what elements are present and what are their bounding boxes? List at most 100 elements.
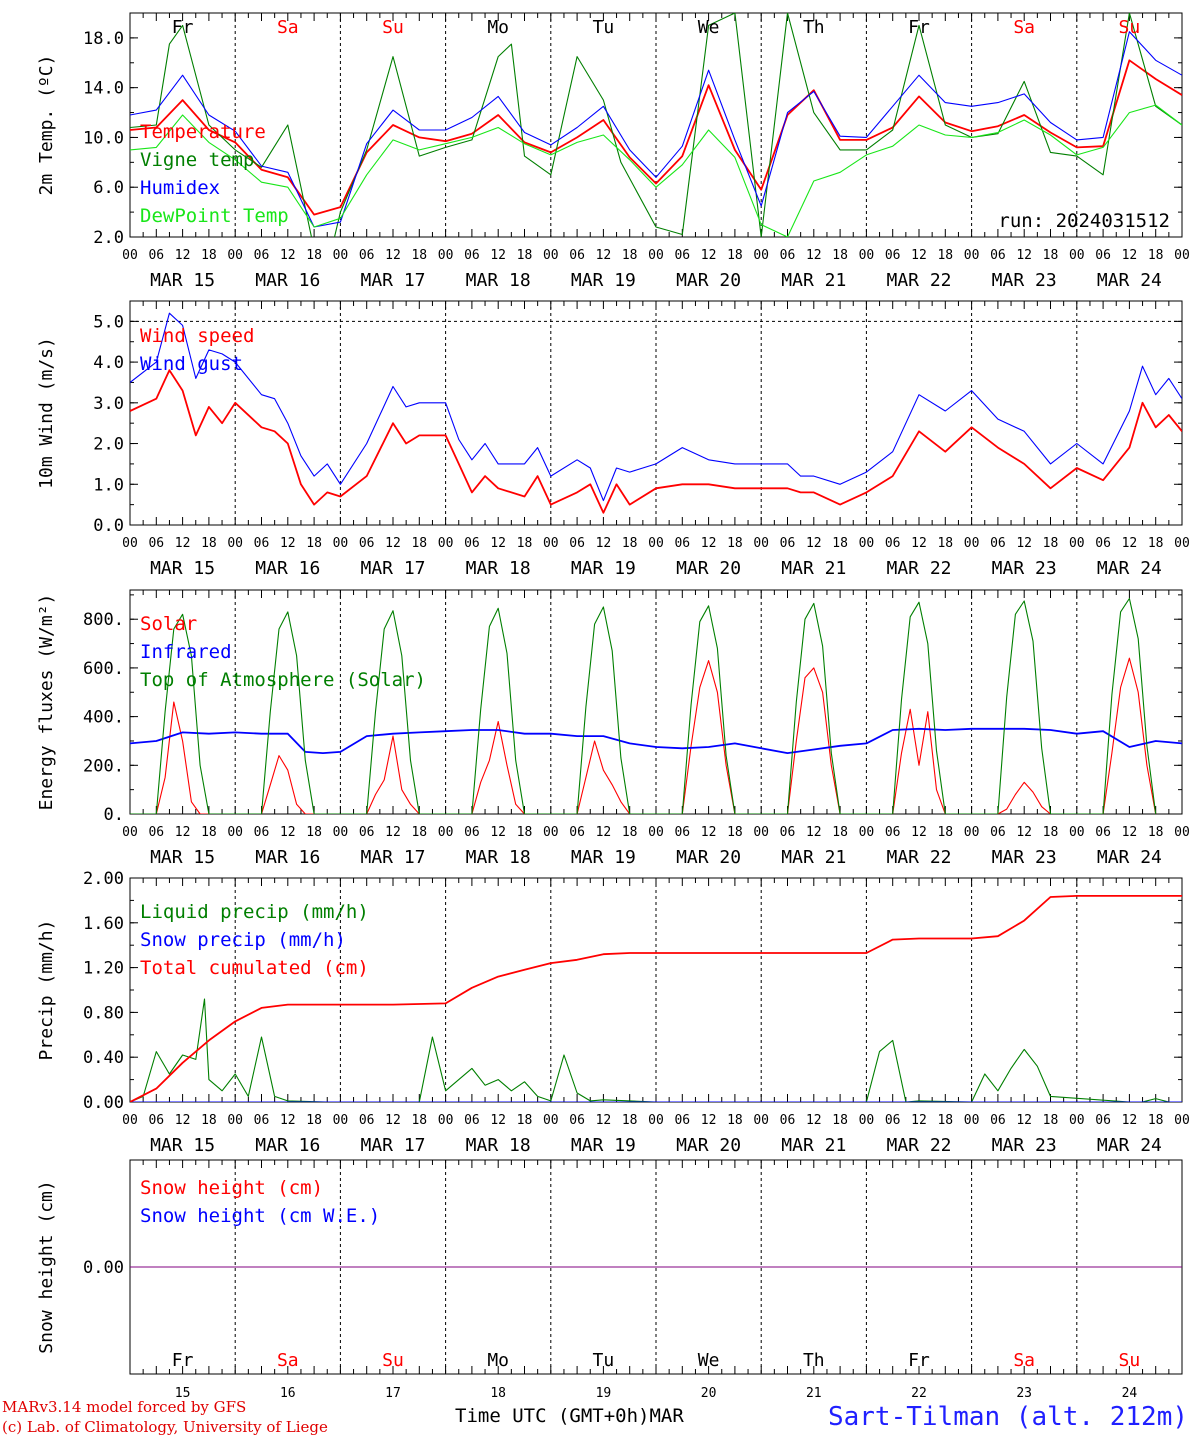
hour-tick-label: 18 (1148, 536, 1164, 551)
hour-tick-label: 06 (885, 825, 901, 840)
hour-tick-label: 00 (648, 248, 664, 263)
hour-tick-label: 12 (1122, 536, 1138, 551)
hour-tick-label: 12 (1016, 248, 1032, 263)
series-group (130, 13, 1182, 237)
hour-tick-label: 18 (517, 248, 533, 263)
y-tick-label: 2.0 (93, 228, 124, 248)
hour-tick-label: 06 (674, 1113, 690, 1128)
hour-tick-label: 18 (727, 248, 743, 263)
hour-tick-label: 00 (859, 1113, 875, 1128)
hour-tick-label: 00 (438, 536, 454, 551)
day-number: 16 (280, 1386, 296, 1401)
day-name-top: Mo (487, 17, 509, 38)
hour-tick-label: 18 (306, 825, 322, 840)
hour-tick-label: 00 (227, 825, 243, 840)
day-name-top: Fr (172, 17, 194, 38)
hour-tick-label: 12 (1122, 1113, 1138, 1128)
series-group (130, 312, 1182, 514)
hour-tick-label: 12 (280, 825, 296, 840)
hour-tick-label: 12 (911, 536, 927, 551)
hour-tick-label: 00 (1174, 536, 1190, 551)
y-tick-label: 400. (83, 708, 124, 728)
run-annotation: run: 2024031512 (998, 210, 1170, 232)
date-label: MAR 18 (466, 1135, 531, 1156)
series-line-solar (130, 657, 1157, 814)
hour-tick-label: 00 (122, 536, 138, 551)
hour-tick-label: 06 (464, 248, 480, 263)
date-label: MAR 24 (1097, 1135, 1162, 1156)
day-name-top: We (698, 17, 720, 38)
date-label: MAR 23 (992, 558, 1057, 579)
y-axis-label: 10m Wind (m/s) (36, 337, 57, 489)
hour-tick-label: 00 (543, 248, 559, 263)
hour-tick-label: 06 (464, 536, 480, 551)
date-label: MAR 19 (571, 270, 636, 291)
panel-3: 0. 200. 400. 600. 800. Energy fluxes (W/m²) So… (36, 589, 1190, 868)
hour-tick-label: 18 (832, 248, 848, 263)
date-label: MAR 16 (255, 270, 320, 291)
hour-tick-label: 18 (832, 536, 848, 551)
hour-tick-label: 00 (333, 248, 349, 263)
legend-entry: Humidex (140, 177, 220, 199)
date-label: MAR 17 (360, 1135, 425, 1156)
legend-entry: Wind speed (140, 325, 254, 347)
hour-tick-label: 06 (1095, 536, 1111, 551)
hour-tick-label: 00 (859, 825, 875, 840)
hour-tick-label: 00 (964, 1113, 980, 1128)
hour-tick-label: 18 (622, 536, 638, 551)
hour-tick-label: 00 (333, 536, 349, 551)
panel-4: 0.00 0.40 0.80 1.20 1.60 2.00 Precip (mm/h) Liq… (36, 869, 1190, 1156)
hour-tick-label: 18 (937, 536, 953, 551)
date-label: MAR 22 (886, 1135, 951, 1156)
date-label: MAR 20 (676, 558, 741, 579)
hour-tick-label: 18 (622, 825, 638, 840)
hour-tick-label: 00 (648, 536, 664, 551)
hour-tick-label: 18 (1043, 1113, 1059, 1128)
hour-tick-label: 18 (1043, 825, 1059, 840)
hour-tick-label: 12 (806, 1113, 822, 1128)
hour-tick-label: 12 (596, 536, 612, 551)
hour-tick-label: 12 (175, 248, 191, 263)
hour-tick-label: 00 (648, 1113, 664, 1128)
hour-tick-label: 06 (569, 1113, 585, 1128)
panel-frame (129, 589, 1183, 815)
legend-entry: Snow height (cm W.E.) (140, 1205, 380, 1227)
hour-tick-label: 00 (1174, 248, 1190, 263)
hour-tick-label: 06 (148, 536, 164, 551)
y-tick-label: 6.0 (93, 178, 124, 198)
series-line-temperature (130, 59, 1182, 216)
day-name-top: Sa (1013, 17, 1035, 38)
hour-tick-label: 06 (254, 536, 270, 551)
hour-tick-label: 06 (990, 536, 1006, 551)
day-name-top: Th (803, 17, 825, 38)
y-tick-label: 1.0 (93, 475, 124, 495)
time-axis-title: Time UTC (GMT+0h)MAR (455, 1405, 684, 1427)
day-number: 22 (911, 1386, 927, 1401)
hour-tick-label: 00 (648, 825, 664, 840)
hour-tick-label: 06 (569, 248, 585, 263)
hour-tick-label: 06 (359, 1113, 375, 1128)
hour-tick-label: 12 (1122, 248, 1138, 263)
hour-tick-label: 12 (911, 248, 927, 263)
series-line-wind-gust (130, 312, 1182, 502)
hour-tick-label: 00 (859, 536, 875, 551)
series-line-liquid-precip-mm-h (130, 998, 1182, 1102)
hour-tick-label: 06 (359, 825, 375, 840)
y-tick-label: 0.00 (83, 1093, 124, 1113)
day-name-top: Tu (593, 17, 615, 38)
legend-entry: Solar (140, 613, 197, 635)
hour-tick-label: 00 (964, 825, 980, 840)
hour-tick-label: 12 (280, 1113, 296, 1128)
hour-tick-label: 12 (280, 248, 296, 263)
y-tick-label: 10.0 (83, 128, 124, 148)
date-label: MAR 21 (781, 558, 846, 579)
hour-tick-label: 00 (438, 248, 454, 263)
date-label: MAR 21 (781, 270, 846, 291)
hour-tick-label: 12 (490, 536, 506, 551)
hour-tick-label: 06 (254, 1113, 270, 1128)
hour-tick-label: 12 (911, 1113, 927, 1128)
date-label: MAR 22 (886, 270, 951, 291)
hour-tick-label: 18 (937, 825, 953, 840)
date-label: MAR 17 (360, 558, 425, 579)
